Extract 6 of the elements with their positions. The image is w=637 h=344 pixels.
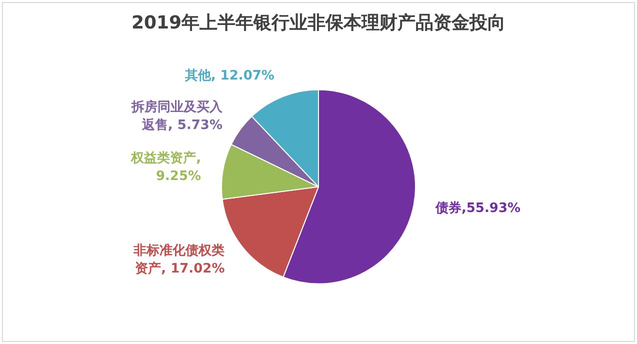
slice-label: 债券,55.93% [434,201,521,216]
slice-label: 其他, 12.07% [184,68,274,84]
slice-label: 权益类资产, 9.25% [130,150,202,184]
chart-title: 2019年上半年银行业非保本理财产品资金投向 [131,12,506,34]
slice-label: 非标准化债权类资产, 17.02% [132,242,225,276]
slice-label: 拆房同业及买入返售, 5.73% [130,98,224,133]
